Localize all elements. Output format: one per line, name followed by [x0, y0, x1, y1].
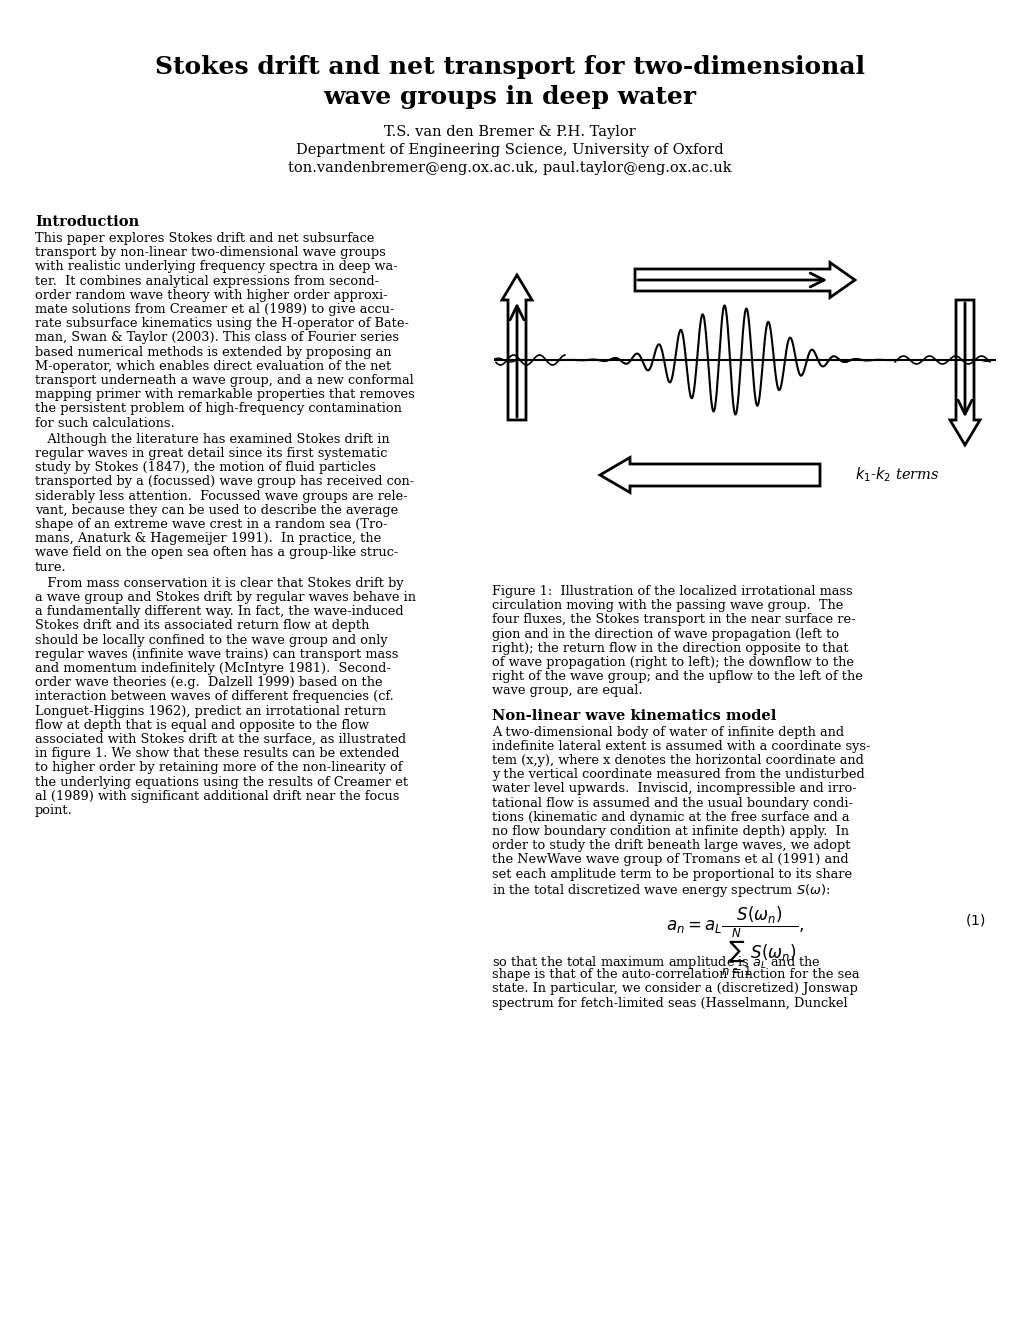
Text: in the total discretized wave energy spectrum $S(\omega)$:: in the total discretized wave energy spe…: [491, 882, 829, 899]
Text: tational flow is assumed and the usual boundary condi-: tational flow is assumed and the usual b…: [491, 796, 852, 809]
Text: should be locally confined to the wave group and only: should be locally confined to the wave g…: [35, 634, 387, 647]
Text: mapping primer with remarkable properties that removes: mapping primer with remarkable propertie…: [35, 388, 415, 401]
Text: right); the return flow in the direction opposite to that: right); the return flow in the direction…: [491, 642, 848, 655]
Text: Although the literature has examined Stokes drift in: Although the literature has examined Sto…: [35, 433, 389, 446]
Text: set each amplitude term to be proportional to its share: set each amplitude term to be proportion…: [491, 867, 851, 880]
Text: order wave theories (e.g.  Dalzell 1999) based on the: order wave theories (e.g. Dalzell 1999) …: [35, 676, 382, 689]
Text: T.S. van den Bremer & P.H. Taylor: T.S. van den Bremer & P.H. Taylor: [384, 125, 635, 139]
Text: study by Stokes (1847), the motion of fluid particles: study by Stokes (1847), the motion of fl…: [35, 461, 376, 474]
Text: point.: point.: [35, 804, 72, 817]
Text: Stokes drift and its associated return flow at depth: Stokes drift and its associated return f…: [35, 619, 369, 632]
Text: Stokes drift and net transport for two-dimensional: Stokes drift and net transport for two-d…: [155, 55, 864, 79]
Text: so that the total maximum amplitude is $a_L$ and the: so that the total maximum amplitude is $…: [491, 954, 820, 972]
Text: mans, Anaturk & Hagemeijer 1991).  In practice, the: mans, Anaturk & Hagemeijer 1991). In pra…: [35, 532, 381, 545]
Text: based numerical methods is extended by proposing an: based numerical methods is extended by p…: [35, 346, 391, 359]
Text: a wave group and Stokes drift by regular waves behave in: a wave group and Stokes drift by regular…: [35, 591, 416, 605]
FancyArrow shape: [635, 263, 854, 297]
Text: in figure 1. We show that these results can be extended: in figure 1. We show that these results …: [35, 747, 399, 760]
Text: spectrum for fetch-limited seas (Hasselmann, Dunckel: spectrum for fetch-limited seas (Hasselm…: [491, 997, 847, 1010]
Text: ton.vandenbremer@eng.ox.ac.uk, paul.taylor@eng.ox.ac.uk: ton.vandenbremer@eng.ox.ac.uk, paul.tayl…: [288, 161, 731, 176]
Text: for such calculations.: for such calculations.: [35, 417, 174, 429]
Text: transport by non-linear two-dimensional wave groups: transport by non-linear two-dimensional …: [35, 247, 385, 259]
Text: Longuet-Higgins 1962), predict an irrotational return: Longuet-Higgins 1962), predict an irrota…: [35, 705, 386, 718]
Text: tem (x,y), where x denotes the horizontal coordinate and: tem (x,y), where x denotes the horizonta…: [491, 754, 863, 767]
Text: ter.  It combines analytical expressions from second-: ter. It combines analytical expressions …: [35, 275, 379, 288]
Text: regular waves in great detail since its first systematic: regular waves in great detail since its …: [35, 447, 387, 459]
Text: four fluxes, the Stokes transport in the near surface re-: four fluxes, the Stokes transport in the…: [491, 614, 855, 627]
Text: circulation moving with the passing wave group.  The: circulation moving with the passing wave…: [491, 599, 843, 612]
Text: wave group, are equal.: wave group, are equal.: [491, 684, 642, 697]
Text: al (1989) with significant additional drift near the focus: al (1989) with significant additional dr…: [35, 789, 399, 803]
FancyArrow shape: [949, 300, 979, 445]
Text: order to study the drift beneath large waves, we adopt: order to study the drift beneath large w…: [491, 840, 850, 853]
Text: indefinite lateral extent is assumed with a coordinate sys-: indefinite lateral extent is assumed wit…: [491, 739, 869, 752]
Text: mate solutions from Creamer et al (1989) to give accu-: mate solutions from Creamer et al (1989)…: [35, 304, 394, 315]
Text: transport underneath a wave group, and a new conformal: transport underneath a wave group, and a…: [35, 374, 414, 387]
Text: M-operator, which enables direct evaluation of the net: M-operator, which enables direct evaluat…: [35, 360, 391, 372]
FancyArrow shape: [501, 275, 532, 420]
Text: siderably less attention.  Focussed wave groups are rele-: siderably less attention. Focussed wave …: [35, 490, 408, 503]
Text: no flow boundary condition at infinite depth) apply.  In: no flow boundary condition at infinite d…: [491, 825, 848, 838]
Text: This paper explores Stokes drift and net subsurface: This paper explores Stokes drift and net…: [35, 232, 374, 246]
Text: transported by a (focussed) wave group has received con-: transported by a (focussed) wave group h…: [35, 475, 414, 488]
Text: water level upwards.  Inviscid, incompressible and irro-: water level upwards. Inviscid, incompres…: [491, 783, 856, 796]
Text: rate subsurface kinematics using the H-operator of Bate-: rate subsurface kinematics using the H-o…: [35, 317, 409, 330]
Text: shape of an extreme wave crest in a random sea (Tro-: shape of an extreme wave crest in a rand…: [35, 517, 387, 531]
Text: state. In particular, we consider a (discretized) Jonswap: state. In particular, we consider a (dis…: [491, 982, 857, 995]
Text: associated with Stokes drift at the surface, as illustrated: associated with Stokes drift at the surf…: [35, 733, 406, 746]
Text: interaction between waves of different frequencies (cf.: interaction between waves of different f…: [35, 690, 393, 704]
Text: A two-dimensional body of water of infinite depth and: A two-dimensional body of water of infin…: [491, 726, 844, 739]
Text: order random wave theory with higher order approxi-: order random wave theory with higher ord…: [35, 289, 387, 302]
Text: tions (kinematic and dynamic at the free surface and a: tions (kinematic and dynamic at the free…: [491, 810, 849, 824]
Text: Non-linear wave kinematics model: Non-linear wave kinematics model: [491, 709, 775, 722]
Text: $k_1$-$k_2$ terms: $k_1$-$k_2$ terms: [854, 466, 938, 484]
Text: the underlying equations using the results of Creamer et: the underlying equations using the resul…: [35, 776, 408, 788]
Text: with realistic underlying frequency spectra in deep wa-: with realistic underlying frequency spec…: [35, 260, 397, 273]
Text: of wave propagation (right to left); the downflow to the: of wave propagation (right to left); the…: [491, 656, 853, 669]
Text: wave groups in deep water: wave groups in deep water: [323, 84, 696, 110]
Text: $(1)$: $(1)$: [964, 912, 984, 928]
Text: flow at depth that is equal and opposite to the flow: flow at depth that is equal and opposite…: [35, 719, 369, 731]
Text: ture.: ture.: [35, 561, 66, 574]
Text: regular waves (infinite wave trains) can transport mass: regular waves (infinite wave trains) can…: [35, 648, 398, 661]
Text: shape is that of the auto-correlation function for the sea: shape is that of the auto-correlation fu…: [491, 968, 859, 981]
Text: $a_n = a_L\dfrac{S(\omega_n)}{\sum_{n=1}^{N}S(\omega_n)},$: $a_n = a_L\dfrac{S(\omega_n)}{\sum_{n=1}…: [665, 904, 803, 978]
Text: From mass conservation it is clear that Stokes drift by: From mass conservation it is clear that …: [35, 577, 404, 590]
Text: a fundamentally different way. In fact, the wave-induced: a fundamentally different way. In fact, …: [35, 605, 404, 618]
Text: gion and in the direction of wave propagation (left to: gion and in the direction of wave propag…: [491, 627, 839, 640]
FancyArrow shape: [599, 458, 819, 492]
Text: wave field on the open sea often has a group-like struc-: wave field on the open sea often has a g…: [35, 546, 398, 560]
Text: the NewWave wave group of Tromans et al (1991) and: the NewWave wave group of Tromans et al …: [491, 854, 848, 866]
Text: Figure 1:  Illustration of the localized irrotational mass: Figure 1: Illustration of the localized …: [491, 585, 852, 598]
Text: y the vertical coordinate measured from the undisturbed: y the vertical coordinate measured from …: [491, 768, 864, 781]
Text: and momentum indefinitely (McIntyre 1981).  Second-: and momentum indefinitely (McIntyre 1981…: [35, 663, 390, 675]
Text: to higher order by retaining more of the non-linearity of: to higher order by retaining more of the…: [35, 762, 403, 775]
Text: man, Swan & Taylor (2003). This class of Fourier series: man, Swan & Taylor (2003). This class of…: [35, 331, 398, 345]
Text: Introduction: Introduction: [35, 215, 139, 228]
Text: right of the wave group; and the upflow to the left of the: right of the wave group; and the upflow …: [491, 671, 862, 684]
Text: the persistent problem of high-frequency contamination: the persistent problem of high-frequency…: [35, 403, 401, 416]
Text: Department of Engineering Science, University of Oxford: Department of Engineering Science, Unive…: [296, 143, 723, 157]
Text: vant, because they can be used to describe the average: vant, because they can be used to descri…: [35, 504, 397, 517]
